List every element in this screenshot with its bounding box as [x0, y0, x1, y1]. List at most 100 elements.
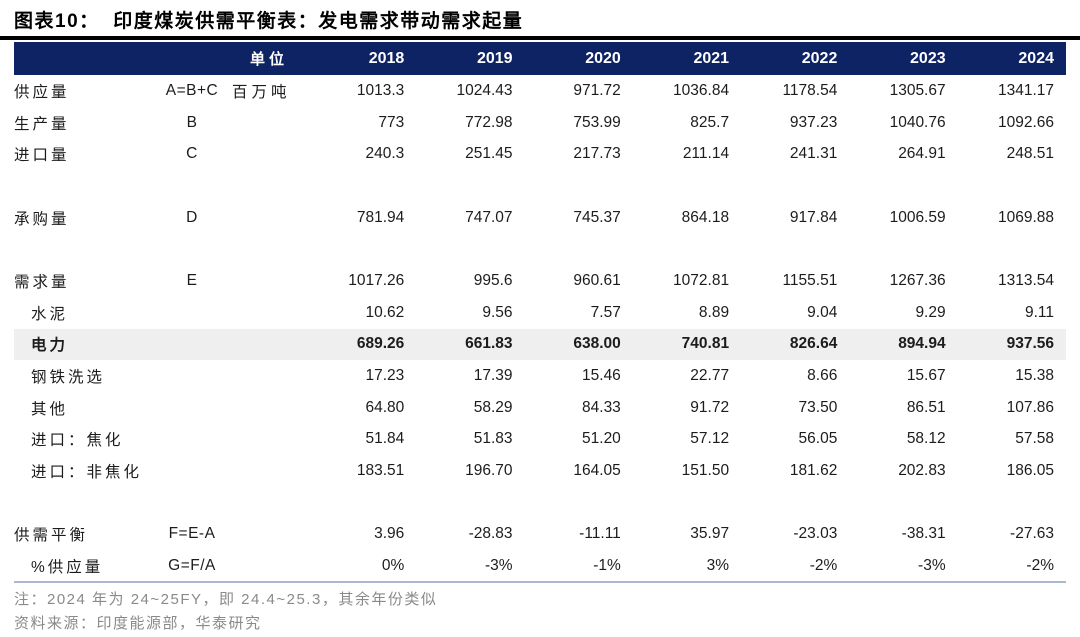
row-label: 供需平衡: [14, 527, 89, 545]
cell-value: 3.96: [374, 525, 405, 543]
cell-value: -11.11: [579, 525, 621, 543]
table-source: 资料来源：印度能源部，华泰研究: [14, 615, 262, 632]
cell-value: 638.00: [524, 328, 633, 361]
header-formula-spacer: [154, 42, 231, 75]
cell-value: -28.83: [468, 525, 513, 543]
cell-value: 241.31: [789, 145, 838, 163]
row-unit: [230, 392, 308, 424]
cell-value: 1341.17: [997, 81, 1054, 99]
cell-value: 56.05: [798, 430, 838, 448]
table-row: 进口：焦化 51.84 51.83 51.20 57.12 56.05 58.12 57.58: [14, 424, 1066, 456]
cell-value: 10.62: [365, 303, 405, 321]
spacer-row: [14, 233, 1066, 265]
row-unit: [230, 550, 308, 582]
cell-value: 51.84: [365, 430, 405, 448]
row-unit: [230, 107, 308, 139]
row-label: 承购量: [14, 210, 70, 228]
cell-value: 240.3: [365, 145, 405, 163]
title-divider: [0, 36, 1080, 40]
row-label: 供应量: [14, 83, 70, 101]
cell-value: 995.6: [473, 271, 513, 289]
table-row: 进口量 C 240.3 251.45 217.73 211.14 241.31 264.91 2…: [14, 138, 1066, 170]
cell-value: 825.7: [690, 113, 730, 131]
spacer-cell: [14, 170, 1066, 202]
cell-value: 773: [378, 113, 405, 131]
row-formula: [154, 455, 230, 487]
cell-value: 15.38: [1015, 367, 1054, 385]
row-formula: C: [186, 145, 198, 163]
row-label: 生产量: [14, 115, 70, 133]
row-formula: [154, 392, 230, 424]
cell-value: 164.05: [573, 462, 621, 480]
cell-value: -3%: [918, 556, 946, 574]
cell-value: 84.33: [582, 398, 621, 416]
cell-value: 753.99: [573, 113, 621, 131]
cell-value: 1006.59: [889, 208, 946, 226]
header-year-2023: 2023: [849, 42, 958, 75]
cell-value: 826.64: [741, 328, 850, 361]
cell-value: 1155.51: [782, 271, 838, 289]
cell-value: 661.83: [416, 328, 525, 361]
cell-value: 917.84: [789, 208, 838, 226]
cell-value: 211.14: [682, 145, 730, 163]
row-label: 电力: [14, 328, 155, 361]
cell-value: -3%: [484, 556, 513, 574]
row-unit: [230, 424, 308, 456]
cell-value: 51.83: [473, 430, 513, 448]
cell-value: 107.86: [1006, 398, 1054, 416]
cell-value: 8.66: [807, 367, 838, 385]
header-year-2018: 2018: [308, 42, 417, 75]
cell-value: 0%: [381, 556, 405, 574]
row-formula: [154, 328, 231, 361]
cell-value: 196.70: [465, 462, 513, 480]
row-label: 进口：非焦化: [31, 464, 143, 482]
row-label: %供应量: [31, 558, 104, 576]
header-year-2024: 2024: [957, 42, 1066, 75]
cell-value: 57.12: [690, 430, 730, 448]
spacer-row: [14, 487, 1066, 519]
cell-value: 64.80: [365, 398, 405, 416]
cell-value: 689.26: [308, 328, 417, 361]
row-unit: [230, 202, 308, 234]
table-row: 需求量 E 1017.26 995.6 960.61 1072.81 1155.51 1267…: [14, 265, 1066, 297]
table-row: 其他 64.80 58.29 84.33 91.72 73.50 86.51 107.86: [14, 392, 1066, 424]
cell-value: 740.81: [632, 328, 742, 361]
table-row: 供应量 A=B+C 百万吨 1013.3 1024.43 971.72 1036.84 117…: [14, 75, 1066, 107]
cell-value: 251.45: [465, 145, 513, 163]
spacer-cell: [14, 233, 1066, 265]
row-label: 进口量: [14, 147, 70, 165]
header-year-2022: 2022: [741, 42, 850, 75]
cell-value: 937.23: [789, 113, 838, 131]
table-note: 注：2024 年为 24~25FY，即 24.4~25.3，其余年份类似: [14, 591, 438, 608]
cell-value: 1313.54: [997, 271, 1054, 289]
cell-value: 1092.66: [997, 113, 1054, 131]
row-unit: 百万吨: [232, 83, 291, 101]
row-unit: [230, 297, 308, 329]
row-label: 需求量: [14, 273, 70, 291]
cell-value: 745.37: [573, 208, 621, 226]
cell-value: 58.29: [473, 398, 513, 416]
cell-value: 8.89: [698, 303, 730, 321]
cell-value: 181.62: [789, 462, 838, 480]
cell-value: 1040.76: [889, 113, 946, 131]
header-year-2020: 2020: [524, 42, 633, 75]
cell-value: 781.94: [356, 208, 405, 226]
cell-value: 22.77: [690, 367, 730, 385]
cell-value: 1036.84: [673, 81, 730, 99]
header-year-2019: 2019: [416, 42, 525, 75]
table-row: 供需平衡 F=E-A 3.96 -28.83 -11.11 35.97 -23.03 -38.…: [14, 519, 1066, 551]
table-footnotes: 注：2024 年为 24~25FY，即 24.4~25.3，其余年份类似 资料来…: [14, 588, 1066, 636]
row-formula: G=F/A: [168, 556, 216, 574]
cell-value: 9.04: [807, 303, 838, 321]
header-unit: 单位: [230, 42, 309, 75]
row-unit: [230, 328, 309, 361]
table-row: %供应量 G=F/A 0% -3% -1% 3% -2% -3% -2%: [14, 550, 1066, 582]
cell-value: 264.91: [898, 145, 946, 163]
coal-supply-demand-table: 单位 2018 2019 2020 2021 2022 2023 2024 供应量 A=B+C…: [14, 42, 1066, 583]
cell-value: 86.51: [906, 398, 946, 416]
cell-value: 9.56: [482, 303, 513, 321]
cell-value: 248.51: [1006, 145, 1054, 163]
cell-value: -27.63: [1010, 525, 1054, 543]
table-row: 生产量 B 773 772.98 753.99 825.7 937.23 1040.76 109…: [14, 107, 1066, 139]
